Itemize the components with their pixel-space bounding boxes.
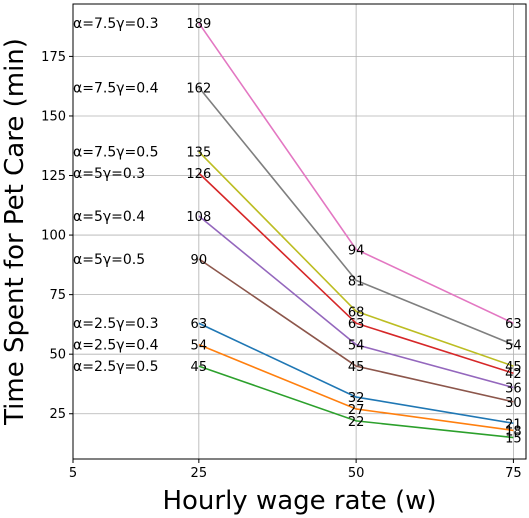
data-label: 22	[348, 415, 365, 430]
x-tick-label: 75	[505, 466, 522, 481]
data-label: 42	[505, 367, 522, 382]
series-line	[198, 258, 514, 403]
data-label: 54	[348, 339, 365, 354]
data-label: 21	[505, 417, 522, 432]
data-label: 81	[348, 274, 365, 289]
x-axis-title: Hourly wage rate (w)	[162, 486, 436, 516]
series-line	[198, 215, 514, 389]
series-line	[198, 86, 514, 346]
data-label: 45	[191, 360, 208, 375]
series-name-label: α=7.5γ=0.3	[73, 16, 159, 32]
series-line	[198, 172, 514, 375]
data-label: 54	[191, 339, 208, 354]
axis-ticks: 5 25 50 75 25 50 75 100 125 150 175	[41, 50, 522, 481]
grid-lines	[72, 4, 526, 459]
y-tick-label: 100	[41, 229, 66, 244]
y-tick-label: 125	[41, 169, 66, 184]
data-label: 30	[505, 396, 522, 411]
data-label: 45	[505, 360, 522, 375]
series-name-label: α=2.5γ=0.5	[73, 359, 159, 375]
data-label: 45	[348, 360, 365, 375]
y-tick-label: 50	[49, 348, 66, 363]
data-label: 94	[348, 243, 365, 258]
data-label: 126	[186, 167, 211, 182]
series-name-label: α=5γ=0.3	[73, 166, 145, 182]
y-axis-title: Time Spent for Pet Care (min)	[0, 38, 30, 426]
data-label: 63	[191, 317, 208, 332]
y-tick-label: 175	[41, 50, 66, 65]
series-lines	[198, 22, 514, 439]
x-tick-label: 25	[191, 466, 208, 481]
y-tick-label: 150	[41, 109, 66, 124]
data-label: 15	[505, 432, 522, 447]
series-line	[198, 22, 514, 324]
series-line	[198, 151, 514, 367]
plot-frame	[72, 3, 527, 460]
y-tick-label: 75	[49, 288, 66, 303]
data-label: 63	[505, 317, 522, 332]
data-label: 135	[186, 146, 211, 161]
series-name-label: α=2.5γ=0.3	[73, 316, 159, 332]
data-label: 27	[348, 403, 365, 418]
series-name-label: α=7.5γ=0.5	[73, 145, 159, 161]
data-label: 68	[348, 305, 365, 320]
series-name-label: α=7.5γ=0.4	[73, 80, 159, 96]
data-labels: 63 32 21 α=2.5γ=0.3 54 27 18 α=2.5γ=0.4 45 22 15 α=…	[73, 16, 522, 447]
series-name-label: α=5γ=0.4	[73, 209, 145, 225]
data-label: 108	[186, 210, 211, 225]
x-tick-label: 5	[69, 466, 77, 481]
y-tick-label: 25	[49, 407, 66, 422]
data-label: 18	[505, 424, 522, 439]
x-tick-label: 50	[348, 466, 365, 481]
series-name-label: α=5γ=0.5	[73, 252, 145, 268]
data-label: 36	[505, 382, 522, 397]
data-label: 162	[186, 81, 211, 96]
series-line	[198, 343, 514, 432]
data-label: 90	[191, 253, 208, 268]
series-line	[198, 365, 514, 439]
data-label: 54	[505, 339, 522, 354]
data-label: 189	[186, 17, 211, 32]
series-line	[198, 322, 514, 425]
data-label: 32	[348, 391, 365, 406]
data-label: 63	[348, 317, 365, 332]
series-name-label: α=2.5γ=0.4	[73, 338, 159, 354]
